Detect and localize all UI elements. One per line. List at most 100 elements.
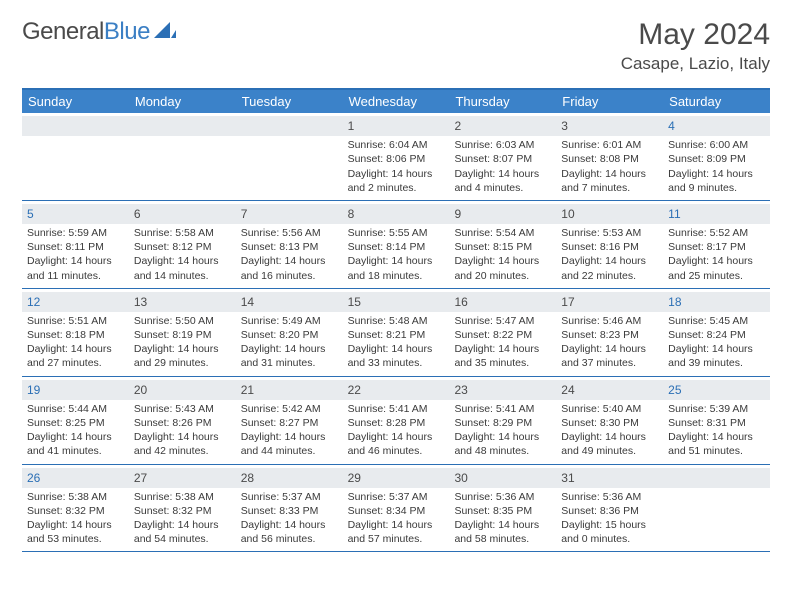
dow-wednesday: Wednesday <box>343 90 450 113</box>
calendar: SundayMondayTuesdayWednesdayThursdayFrid… <box>22 88 770 552</box>
day-details: Sunrise: 5:37 AMSunset: 8:33 PMDaylight:… <box>241 490 338 547</box>
day-number: 14 <box>236 292 343 312</box>
day-cell: 25Sunrise: 5:39 AMSunset: 8:31 PMDayligh… <box>663 377 770 464</box>
day-number-empty <box>663 468 770 488</box>
day-details: Sunrise: 5:56 AMSunset: 8:13 PMDaylight:… <box>241 226 338 283</box>
logo: GeneralBlue <box>22 18 176 46</box>
day-cell: 18Sunrise: 5:45 AMSunset: 8:24 PMDayligh… <box>663 289 770 376</box>
day-details: Sunrise: 5:49 AMSunset: 8:20 PMDaylight:… <box>241 314 338 371</box>
day-cell: 1Sunrise: 6:04 AMSunset: 8:06 PMDaylight… <box>343 113 450 200</box>
dow-sunday: Sunday <box>22 90 129 113</box>
day-details: Sunrise: 5:44 AMSunset: 8:25 PMDaylight:… <box>27 402 124 459</box>
day-details: Sunrise: 5:51 AMSunset: 8:18 PMDaylight:… <box>27 314 124 371</box>
week-row: 12Sunrise: 5:51 AMSunset: 8:18 PMDayligh… <box>22 289 770 377</box>
day-details: Sunrise: 5:42 AMSunset: 8:27 PMDaylight:… <box>241 402 338 459</box>
title-block: May 2024 Casape, Lazio, Italy <box>621 18 770 74</box>
day-cell: 6Sunrise: 5:58 AMSunset: 8:12 PMDaylight… <box>129 201 236 288</box>
day-cell: 30Sunrise: 5:36 AMSunset: 8:35 PMDayligh… <box>449 465 556 552</box>
day-cell: 27Sunrise: 5:38 AMSunset: 8:32 PMDayligh… <box>129 465 236 552</box>
day-number: 27 <box>129 468 236 488</box>
day-number: 3 <box>556 116 663 136</box>
day-details: Sunrise: 5:41 AMSunset: 8:28 PMDaylight:… <box>348 402 445 459</box>
day-details: Sunrise: 6:04 AMSunset: 8:06 PMDaylight:… <box>348 138 445 195</box>
day-details: Sunrise: 5:47 AMSunset: 8:22 PMDaylight:… <box>454 314 551 371</box>
day-number: 7 <box>236 204 343 224</box>
day-number: 28 <box>236 468 343 488</box>
day-number: 31 <box>556 468 663 488</box>
dow-saturday: Saturday <box>663 90 770 113</box>
day-details: Sunrise: 5:48 AMSunset: 8:21 PMDaylight:… <box>348 314 445 371</box>
day-details: Sunrise: 5:45 AMSunset: 8:24 PMDaylight:… <box>668 314 765 371</box>
day-details: Sunrise: 5:39 AMSunset: 8:31 PMDaylight:… <box>668 402 765 459</box>
day-cell: 16Sunrise: 5:47 AMSunset: 8:22 PMDayligh… <box>449 289 556 376</box>
day-cell: 26Sunrise: 5:38 AMSunset: 8:32 PMDayligh… <box>22 465 129 552</box>
day-number: 2 <box>449 116 556 136</box>
day-cell: 12Sunrise: 5:51 AMSunset: 8:18 PMDayligh… <box>22 289 129 376</box>
day-number: 4 <box>663 116 770 136</box>
day-cell: 4Sunrise: 6:00 AMSunset: 8:09 PMDaylight… <box>663 113 770 200</box>
day-cell: 29Sunrise: 5:37 AMSunset: 8:34 PMDayligh… <box>343 465 450 552</box>
day-details: Sunrise: 6:01 AMSunset: 8:08 PMDaylight:… <box>561 138 658 195</box>
day-cell: 31Sunrise: 5:36 AMSunset: 8:36 PMDayligh… <box>556 465 663 552</box>
day-details: Sunrise: 5:38 AMSunset: 8:32 PMDaylight:… <box>134 490 231 547</box>
day-cell: 17Sunrise: 5:46 AMSunset: 8:23 PMDayligh… <box>556 289 663 376</box>
day-number: 19 <box>22 380 129 400</box>
day-details: Sunrise: 5:41 AMSunset: 8:29 PMDaylight:… <box>454 402 551 459</box>
header: GeneralBlue May 2024 Casape, Lazio, Ital… <box>22 18 770 74</box>
day-number: 17 <box>556 292 663 312</box>
dow-tuesday: Tuesday <box>236 90 343 113</box>
week-row: 19Sunrise: 5:44 AMSunset: 8:25 PMDayligh… <box>22 377 770 465</box>
day-number: 29 <box>343 468 450 488</box>
day-number: 13 <box>129 292 236 312</box>
day-details: Sunrise: 5:36 AMSunset: 8:35 PMDaylight:… <box>454 490 551 547</box>
day-details: Sunrise: 5:53 AMSunset: 8:16 PMDaylight:… <box>561 226 658 283</box>
week-row: 5Sunrise: 5:59 AMSunset: 8:11 PMDaylight… <box>22 201 770 289</box>
day-cell: 7Sunrise: 5:56 AMSunset: 8:13 PMDaylight… <box>236 201 343 288</box>
day-number: 1 <box>343 116 450 136</box>
day-details: Sunrise: 5:36 AMSunset: 8:36 PMDaylight:… <box>561 490 658 547</box>
location: Casape, Lazio, Italy <box>621 54 770 74</box>
day-details: Sunrise: 5:46 AMSunset: 8:23 PMDaylight:… <box>561 314 658 371</box>
day-number: 30 <box>449 468 556 488</box>
day-details: Sunrise: 6:03 AMSunset: 8:07 PMDaylight:… <box>454 138 551 195</box>
sail-icon <box>154 20 176 45</box>
day-cell <box>236 113 343 200</box>
day-details: Sunrise: 5:58 AMSunset: 8:12 PMDaylight:… <box>134 226 231 283</box>
day-details: Sunrise: 5:37 AMSunset: 8:34 PMDaylight:… <box>348 490 445 547</box>
day-cell: 28Sunrise: 5:37 AMSunset: 8:33 PMDayligh… <box>236 465 343 552</box>
logo-text: GeneralBlue <box>22 18 150 46</box>
day-number: 21 <box>236 380 343 400</box>
week-row: 26Sunrise: 5:38 AMSunset: 8:32 PMDayligh… <box>22 465 770 553</box>
day-number: 25 <box>663 380 770 400</box>
day-cell: 10Sunrise: 5:53 AMSunset: 8:16 PMDayligh… <box>556 201 663 288</box>
day-details: Sunrise: 5:43 AMSunset: 8:26 PMDaylight:… <box>134 402 231 459</box>
day-number: 9 <box>449 204 556 224</box>
week-row: 1Sunrise: 6:04 AMSunset: 8:06 PMDaylight… <box>22 113 770 201</box>
day-cell <box>663 465 770 552</box>
day-number: 12 <box>22 292 129 312</box>
day-number: 26 <box>22 468 129 488</box>
day-cell: 11Sunrise: 5:52 AMSunset: 8:17 PMDayligh… <box>663 201 770 288</box>
day-number-empty <box>236 116 343 136</box>
day-number: 6 <box>129 204 236 224</box>
day-cell: 13Sunrise: 5:50 AMSunset: 8:19 PMDayligh… <box>129 289 236 376</box>
day-number: 16 <box>449 292 556 312</box>
day-details: Sunrise: 5:40 AMSunset: 8:30 PMDaylight:… <box>561 402 658 459</box>
day-number: 10 <box>556 204 663 224</box>
day-number: 5 <box>22 204 129 224</box>
day-details: Sunrise: 5:55 AMSunset: 8:14 PMDaylight:… <box>348 226 445 283</box>
day-number: 23 <box>449 380 556 400</box>
day-of-week-header: SundayMondayTuesdayWednesdayThursdayFrid… <box>22 90 770 113</box>
dow-monday: Monday <box>129 90 236 113</box>
day-cell: 24Sunrise: 5:40 AMSunset: 8:30 PMDayligh… <box>556 377 663 464</box>
day-cell: 5Sunrise: 5:59 AMSunset: 8:11 PMDaylight… <box>22 201 129 288</box>
day-cell: 8Sunrise: 5:55 AMSunset: 8:14 PMDaylight… <box>343 201 450 288</box>
day-cell: 19Sunrise: 5:44 AMSunset: 8:25 PMDayligh… <box>22 377 129 464</box>
day-cell: 23Sunrise: 5:41 AMSunset: 8:29 PMDayligh… <box>449 377 556 464</box>
day-number: 8 <box>343 204 450 224</box>
day-cell: 15Sunrise: 5:48 AMSunset: 8:21 PMDayligh… <box>343 289 450 376</box>
day-details: Sunrise: 5:54 AMSunset: 8:15 PMDaylight:… <box>454 226 551 283</box>
month-title: May 2024 <box>621 18 770 52</box>
logo-word-1: General <box>22 18 104 45</box>
day-number: 20 <box>129 380 236 400</box>
